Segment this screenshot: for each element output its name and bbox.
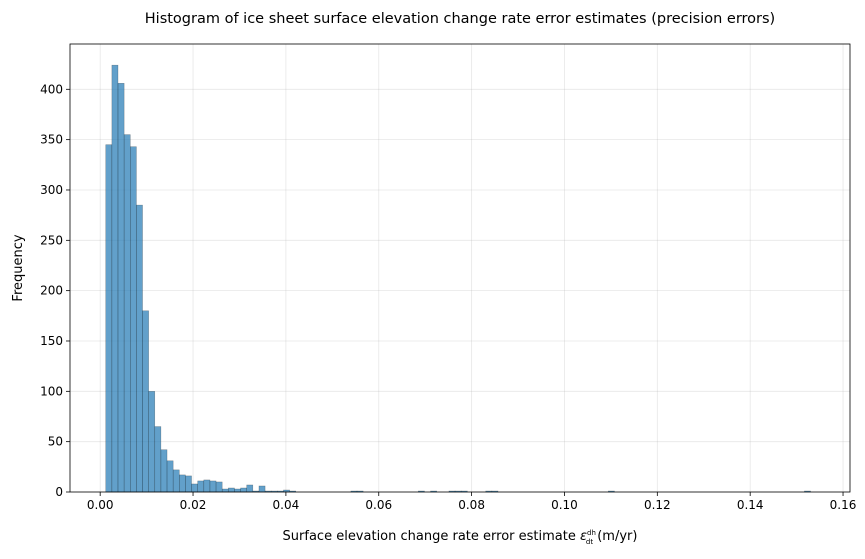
x-axis-label-symbol: ε (580, 529, 587, 544)
histogram-bar (111, 64, 119, 493)
histogram-bar (148, 391, 156, 493)
histogram-bar (105, 144, 113, 493)
x-tick-label: 0.02 (180, 498, 207, 512)
x-tick-label: 0.16 (830, 498, 857, 512)
histogram-bar (197, 480, 205, 493)
grid-lines (70, 44, 850, 493)
y-tick-label: 50 (48, 435, 63, 449)
x-tick-label: 0.12 (644, 498, 671, 512)
histogram-bar (166, 460, 174, 493)
histogram-bar (154, 426, 162, 493)
y-tick-label: 200 (40, 284, 63, 298)
y-tick-label: 400 (40, 82, 63, 96)
histogram-bar (191, 483, 198, 493)
histogram-bar (160, 449, 168, 493)
y-axis-label: Frequency (11, 234, 26, 301)
x-axis-label: Surface elevation change rate error esti… (283, 529, 638, 546)
y-axis-ticks: 0 50 100 150 200 250 300 350 400 (40, 82, 70, 499)
x-tick-label: 0.10 (551, 498, 578, 512)
histogram-bar (123, 134, 131, 493)
x-tick-label: 0.08 (458, 498, 485, 512)
chart-title: Histogram of ice sheet surface elevation… (145, 11, 775, 27)
x-tick-label: 0.06 (365, 498, 392, 512)
y-tick-label: 300 (40, 183, 63, 197)
x-axis-ticks: 0.00 0.02 0.04 0.06 0.08 0.10 0.12 0.14 0.16 (87, 492, 857, 512)
y-tick-label: 250 (40, 233, 63, 247)
histogram-bar (221, 488, 229, 493)
histogram-bar (136, 204, 143, 493)
histogram-bar (234, 488, 241, 493)
x-tick-label: 0.04 (273, 498, 300, 512)
y-tick-label: 350 (40, 133, 63, 147)
histogram-bar (258, 485, 266, 493)
x-axis-label-unit: (m/yr) (593, 529, 637, 544)
x-axis-label-sub-den: dt (586, 538, 593, 546)
histogram-bar (185, 475, 192, 493)
x-tick-label: 0.14 (737, 498, 764, 512)
y-tick-label: 100 (40, 384, 63, 398)
histogram-bar (179, 474, 186, 493)
plot-frame (69, 43, 851, 493)
histogram-bar (209, 480, 217, 493)
histogram-bar (172, 469, 180, 493)
histogram-bar (130, 146, 137, 493)
histogram-bar (215, 481, 223, 493)
histogram-bar (203, 479, 211, 493)
y-tick-label: 150 (40, 334, 63, 348)
x-tick-label: 0.00 (87, 498, 114, 512)
x-axis-label-text: Surface elevation change rate error esti… (283, 529, 580, 544)
histogram-bar (228, 487, 235, 493)
x-axis-label-sub-num: dh (587, 529, 596, 537)
histogram-bar (246, 484, 254, 493)
histogram-bar (142, 310, 149, 493)
y-tick-label: 0 (55, 485, 63, 499)
histogram-bar (240, 487, 247, 493)
histogram-bars (105, 64, 811, 493)
histogram-bar (117, 83, 125, 493)
